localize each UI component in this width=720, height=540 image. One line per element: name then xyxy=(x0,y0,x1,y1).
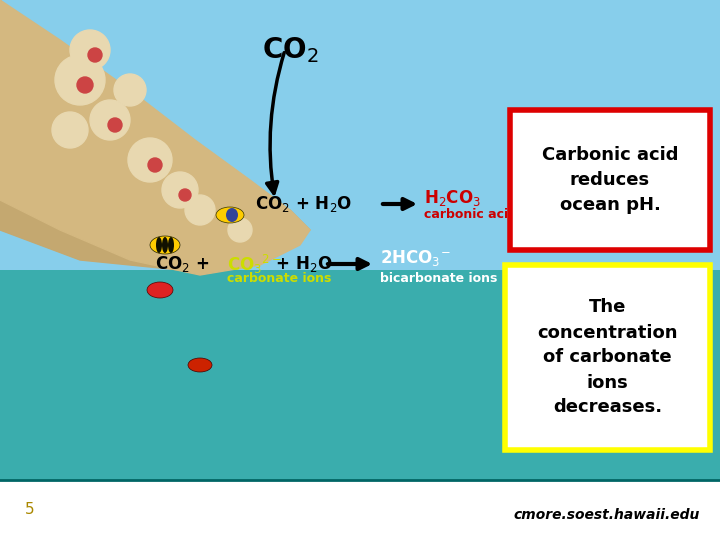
Text: CO$_2$: CO$_2$ xyxy=(261,35,318,65)
Text: carbonate ions: carbonate ions xyxy=(227,272,331,285)
Text: cmore.soest.hawaii.edu: cmore.soest.hawaii.edu xyxy=(513,508,700,522)
Circle shape xyxy=(114,74,146,106)
FancyBboxPatch shape xyxy=(505,265,710,450)
Circle shape xyxy=(179,189,191,201)
Ellipse shape xyxy=(150,236,180,254)
Circle shape xyxy=(70,30,110,70)
Circle shape xyxy=(185,195,215,225)
Bar xyxy=(0,270,720,480)
Ellipse shape xyxy=(147,282,173,298)
Circle shape xyxy=(77,77,93,93)
Ellipse shape xyxy=(226,208,238,222)
Bar xyxy=(0,0,720,270)
Text: The
concentration
of carbonate
ions
decreases.: The concentration of carbonate ions decr… xyxy=(537,299,678,416)
Text: bicarbonate ions: bicarbonate ions xyxy=(380,272,498,285)
Ellipse shape xyxy=(216,207,244,223)
Ellipse shape xyxy=(162,237,168,253)
Circle shape xyxy=(55,55,105,105)
Text: CO$_2$ + H$_2$O: CO$_2$ + H$_2$O xyxy=(255,194,352,214)
Polygon shape xyxy=(0,0,310,275)
Text: carbonic acid: carbonic acid xyxy=(424,207,517,220)
Circle shape xyxy=(88,48,102,62)
Bar xyxy=(0,480,720,540)
FancyBboxPatch shape xyxy=(510,110,710,250)
Text: H$_2$CO$_3$: H$_2$CO$_3$ xyxy=(424,188,481,208)
Ellipse shape xyxy=(168,237,174,253)
Circle shape xyxy=(128,138,172,182)
Circle shape xyxy=(148,158,162,172)
Ellipse shape xyxy=(156,237,162,253)
Text: 2HCO$_3$$^{-}$: 2HCO$_3$$^{-}$ xyxy=(380,248,451,268)
Text: Carbonic acid
reduces
ocean pH.: Carbonic acid reduces ocean pH. xyxy=(541,146,678,214)
Circle shape xyxy=(162,172,198,208)
Circle shape xyxy=(90,100,130,140)
Text: CO$_2$ +: CO$_2$ + xyxy=(155,254,211,274)
Circle shape xyxy=(108,118,122,132)
Text: 5: 5 xyxy=(25,503,35,517)
Circle shape xyxy=(228,218,252,242)
Text: + H$_2$O: + H$_2$O xyxy=(270,254,333,274)
Polygon shape xyxy=(0,480,720,540)
Text: CO$_3$$^{2-}$: CO$_3$$^{2-}$ xyxy=(227,252,282,275)
Polygon shape xyxy=(0,0,310,270)
Circle shape xyxy=(52,112,88,148)
Ellipse shape xyxy=(188,358,212,372)
